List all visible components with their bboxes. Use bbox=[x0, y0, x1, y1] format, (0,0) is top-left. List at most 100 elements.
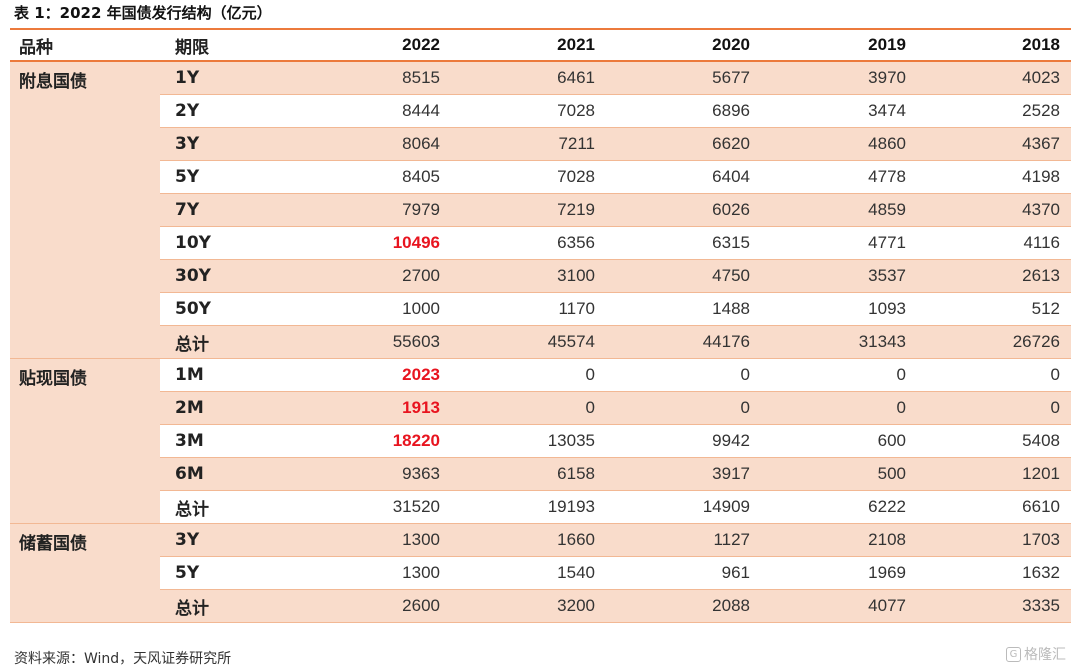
value-cell: 1540 bbox=[557, 563, 595, 582]
value-cell: 6896 bbox=[712, 101, 750, 120]
value-cell: 6620 bbox=[712, 134, 750, 153]
header-year: 2022 bbox=[402, 35, 440, 54]
term-cell: 1M bbox=[175, 365, 204, 385]
value-cell: 512 bbox=[1031, 299, 1060, 318]
term-cell: 10Y bbox=[175, 233, 211, 253]
table-row: 3Y 1300 1660 1127 2108 1703 bbox=[10, 524, 1071, 557]
value-cell: 1127 bbox=[713, 530, 750, 549]
value-cell: 2613 bbox=[1022, 266, 1060, 285]
value-cell: 45574 bbox=[547, 332, 595, 351]
value-cell: 8515 bbox=[402, 68, 440, 87]
value-cell: 500 bbox=[877, 464, 906, 483]
term-cell: 3M bbox=[175, 431, 204, 451]
table-row: 总计 55603 45574 44176 31343 26726 bbox=[10, 326, 1071, 359]
watermark-logo-icon: G bbox=[1006, 646, 1021, 662]
header-year: 2021 bbox=[557, 35, 595, 54]
term-cell: 2Y bbox=[175, 101, 200, 121]
value-cell: 0 bbox=[1050, 398, 1060, 417]
value-cell: 5408 bbox=[1022, 431, 1060, 450]
value-cell: 4198 bbox=[1022, 167, 1060, 186]
value-cell: 0 bbox=[1050, 365, 1060, 384]
value-cell: 8444 bbox=[402, 101, 440, 120]
table-row: 总计 31520 19193 14909 6222 6610 bbox=[10, 491, 1071, 524]
table-row: 6M 9363 6158 3917 500 1201 bbox=[10, 458, 1071, 491]
value-cell: 600 bbox=[877, 431, 906, 450]
term-cell: 30Y bbox=[175, 266, 211, 286]
category-cell: 附息国债 bbox=[10, 62, 160, 358]
value-cell: 4116 bbox=[1023, 233, 1060, 252]
term-cell: 总计 bbox=[175, 334, 209, 355]
header-year: 2019 bbox=[868, 35, 906, 54]
value-cell: 4771 bbox=[868, 233, 906, 252]
value-cell: 9363 bbox=[402, 464, 440, 483]
value-cell: 0 bbox=[740, 398, 750, 417]
value-cell: 961 bbox=[721, 563, 750, 582]
value-cell: 1000 bbox=[402, 299, 440, 318]
value-cell: 19193 bbox=[547, 497, 595, 516]
bond-issuance-table: 品种 期限 2022 2021 2020 2019 2018 1Y 8515 646… bbox=[10, 28, 1071, 623]
table-row: 10Y 10496 6356 6315 4771 4116 bbox=[10, 227, 1071, 260]
table-caption: 表 1：2022 年国债发行结构（亿元） bbox=[14, 4, 272, 22]
value-cell: 2700 bbox=[402, 266, 440, 285]
value-cell: 2088 bbox=[712, 596, 750, 615]
table-row: 3M 18220 13035 9942 600 5408 bbox=[10, 425, 1071, 458]
value-cell: 3917 bbox=[712, 464, 750, 483]
value-cell: 55603 bbox=[392, 332, 440, 351]
value-cell: 3474 bbox=[868, 101, 906, 120]
term-cell: 5Y bbox=[175, 167, 200, 187]
value-cell: 0 bbox=[896, 365, 906, 384]
value-cell: 13035 bbox=[547, 431, 595, 450]
table-row: 1M 2023 0 0 0 0 bbox=[10, 359, 1071, 392]
term-cell: 3Y bbox=[175, 134, 200, 154]
header-category: 品种 bbox=[19, 37, 53, 58]
value-cell: 1969 bbox=[868, 563, 906, 582]
table-row: 30Y 2700 3100 4750 3537 2613 bbox=[10, 260, 1071, 293]
value-cell: 3970 bbox=[868, 68, 906, 87]
value-cell: 6404 bbox=[712, 167, 750, 186]
value-cell: 4778 bbox=[868, 167, 906, 186]
value-cell: 6610 bbox=[1022, 497, 1060, 516]
value-cell: 6356 bbox=[557, 233, 595, 252]
value-cell: 4859 bbox=[868, 200, 906, 219]
value-cell: 31343 bbox=[858, 332, 906, 351]
value-cell: 4077 bbox=[868, 596, 906, 615]
value-cell: 2108 bbox=[868, 530, 906, 549]
watermark: G 格隆汇 bbox=[1006, 644, 1066, 664]
table-row: 5Y 1300 1540 961 1969 1632 bbox=[10, 557, 1071, 590]
watermark-text: 格隆汇 bbox=[1024, 647, 1066, 663]
value-cell: 0 bbox=[896, 398, 906, 417]
term-cell: 总计 bbox=[175, 598, 209, 619]
value-cell: 6222 bbox=[868, 497, 906, 516]
value-cell: 7219 bbox=[557, 200, 595, 219]
value-cell: 1913 bbox=[402, 398, 440, 417]
value-cell: 26726 bbox=[1012, 332, 1060, 351]
term-cell: 5Y bbox=[175, 563, 200, 583]
term-cell: 1Y bbox=[175, 68, 200, 88]
value-cell: 3335 bbox=[1022, 596, 1060, 615]
value-cell: 1632 bbox=[1022, 563, 1060, 582]
value-cell: 1488 bbox=[712, 299, 750, 318]
term-cell: 7Y bbox=[175, 200, 200, 220]
header-year: 2020 bbox=[712, 35, 750, 54]
value-cell: 9942 bbox=[712, 431, 750, 450]
value-cell: 44176 bbox=[702, 332, 750, 351]
value-cell: 7979 bbox=[402, 200, 440, 219]
value-cell: 0 bbox=[585, 365, 595, 384]
term-cell: 3Y bbox=[175, 530, 200, 550]
category-cell: 储蓄国债 bbox=[10, 524, 160, 622]
value-cell: 2600 bbox=[402, 596, 440, 615]
table-row: 5Y 8405 7028 6404 4778 4198 bbox=[10, 161, 1071, 194]
value-cell: 2528 bbox=[1022, 101, 1060, 120]
value-cell: 7211 bbox=[558, 134, 595, 153]
value-cell: 3537 bbox=[868, 266, 906, 285]
value-cell: 7028 bbox=[557, 101, 595, 120]
value-cell: 8064 bbox=[402, 134, 440, 153]
value-cell: 8405 bbox=[402, 167, 440, 186]
value-cell: 4370 bbox=[1022, 200, 1060, 219]
value-cell: 1201 bbox=[1022, 464, 1060, 483]
table-header-row: 品种 期限 2022 2021 2020 2019 2018 bbox=[10, 30, 1071, 62]
table-body: 1Y 8515 6461 5677 3970 4023 2Y 8444 7028 6896 3474… bbox=[10, 62, 1071, 623]
value-cell: 4023 bbox=[1022, 68, 1060, 87]
table-row: 2M 1913 0 0 0 0 bbox=[10, 392, 1071, 425]
value-cell: 4860 bbox=[868, 134, 906, 153]
